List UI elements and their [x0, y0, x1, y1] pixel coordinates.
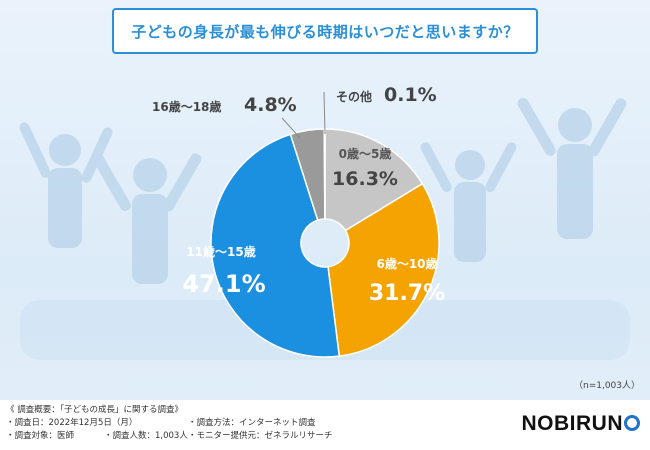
survey-target: ・調査対象：医師: [6, 431, 75, 441]
slice-2: [327, 182, 440, 357]
slice-value-1: 16.3%: [332, 168, 398, 190]
logo-text-a: NOBIRU: [521, 412, 608, 435]
slice-5: [323, 128, 326, 220]
slice-label-2: 6歳〜10歳: [376, 256, 437, 271]
donut-chart: 0歳〜5歳 16.3% 6歳〜10歳 31.7% 11歳〜15歳 47.1% 16歳〜18歳…: [152, 84, 445, 358]
logo-text-b: N: [607, 412, 623, 435]
leader-line-4: [281, 117, 301, 139]
survey-overview: 《 調査概要：「子どもの成長」に関する調査》 ・調査日：2022年12月5日（月…: [6, 404, 333, 443]
slice-label-3: 11歳〜15歳: [186, 244, 255, 259]
slice-value-2: 31.7%: [369, 281, 445, 306]
slice-value-4: 4.8%: [244, 94, 297, 116]
slice-label-4: 16歳〜18歳: [152, 99, 221, 114]
survey-provider: ・モニター提供元：ゼネラルリサーチ: [188, 431, 333, 441]
leader-line-5: [323, 91, 326, 135]
slice-label-1: 0歳〜5歳: [339, 146, 392, 161]
survey-date: ・調査日：2022年12月5日（月）: [6, 418, 138, 428]
slice-value-5: 0.1%: [384, 84, 437, 106]
survey-method: ・調査方法：インターネット調査: [188, 418, 316, 428]
logo-o-icon: [624, 415, 640, 431]
sample-size-note: （n=1,003人）: [573, 381, 640, 391]
slice-1: [324, 128, 424, 232]
slice-label-5: その他: [336, 89, 372, 104]
chart-title: 子どもの身長が最も伸びる時期はいつだと思いますか？: [112, 8, 538, 54]
nobiruno-logo: NOBIRUN: [521, 412, 640, 436]
slice-value-3: 47.1%: [182, 270, 265, 298]
slice-3: [210, 133, 341, 358]
footer: 《 調査概要：「子どもの成長」に関する調査》 ・調査日：2022年12月5日（月…: [0, 400, 650, 450]
survey-heading: 《 調査概要：「子どもの成長」に関する調査》: [6, 405, 183, 415]
survey-count: ・調査人数：1,003人: [104, 431, 188, 441]
